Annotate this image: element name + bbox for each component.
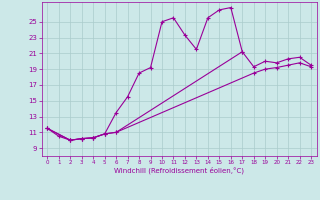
X-axis label: Windchill (Refroidissement éolien,°C): Windchill (Refroidissement éolien,°C): [114, 167, 244, 174]
